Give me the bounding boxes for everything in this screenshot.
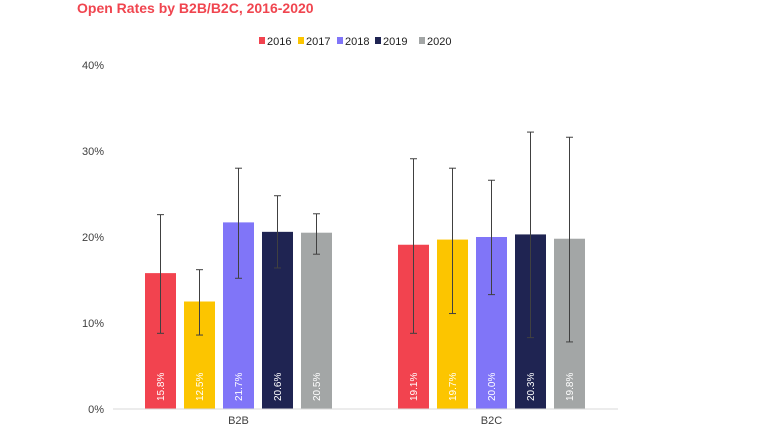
y-tick-label: 10% [82,318,104,330]
y-axis: 0% 10% 20% 30% 40% [82,60,104,416]
x-tick-label: B2C [481,415,502,427]
legend-label: 2019 [383,36,407,48]
y-tick-label: 20% [82,232,104,244]
data-label: 21.7% [234,373,245,401]
legend-swatch [375,37,381,44]
legend-label: 2020 [427,36,451,48]
y-tick-label: 40% [82,60,104,72]
legend: 2016 2017 2018 2019 2020 [259,36,451,48]
legend-swatch [259,37,265,44]
x-axis: B2B B2C [113,408,618,427]
legend-label: 2018 [345,36,369,48]
data-label: 12.5% [195,373,206,401]
legend-label: 2016 [267,36,291,48]
y-tick-label: 0% [88,404,104,416]
data-label: 20.0% [487,373,498,401]
legend-label: 2017 [306,36,330,48]
bar [301,232,332,409]
data-label: 15.8% [156,373,167,401]
data-label: 19.1% [409,373,420,401]
data-label: 19.7% [448,373,459,401]
legend-swatch [298,37,304,44]
data-label: 20.6% [273,373,284,401]
legend-swatch [419,37,425,44]
data-label: 19.8% [565,373,576,401]
chart-title: Open Rates by B2B/B2C, 2016-2020 [77,0,314,16]
y-tick-label: 30% [82,146,104,158]
data-label: 20.3% [526,373,537,401]
data-label: 20.5% [312,373,323,401]
x-tick-label: B2B [228,415,249,427]
legend-swatch [337,37,343,44]
bars: 15.8% 12.5% 21.7% 20.6% 20.5% 19.1% 19.7% 20.0%… [145,131,585,409]
